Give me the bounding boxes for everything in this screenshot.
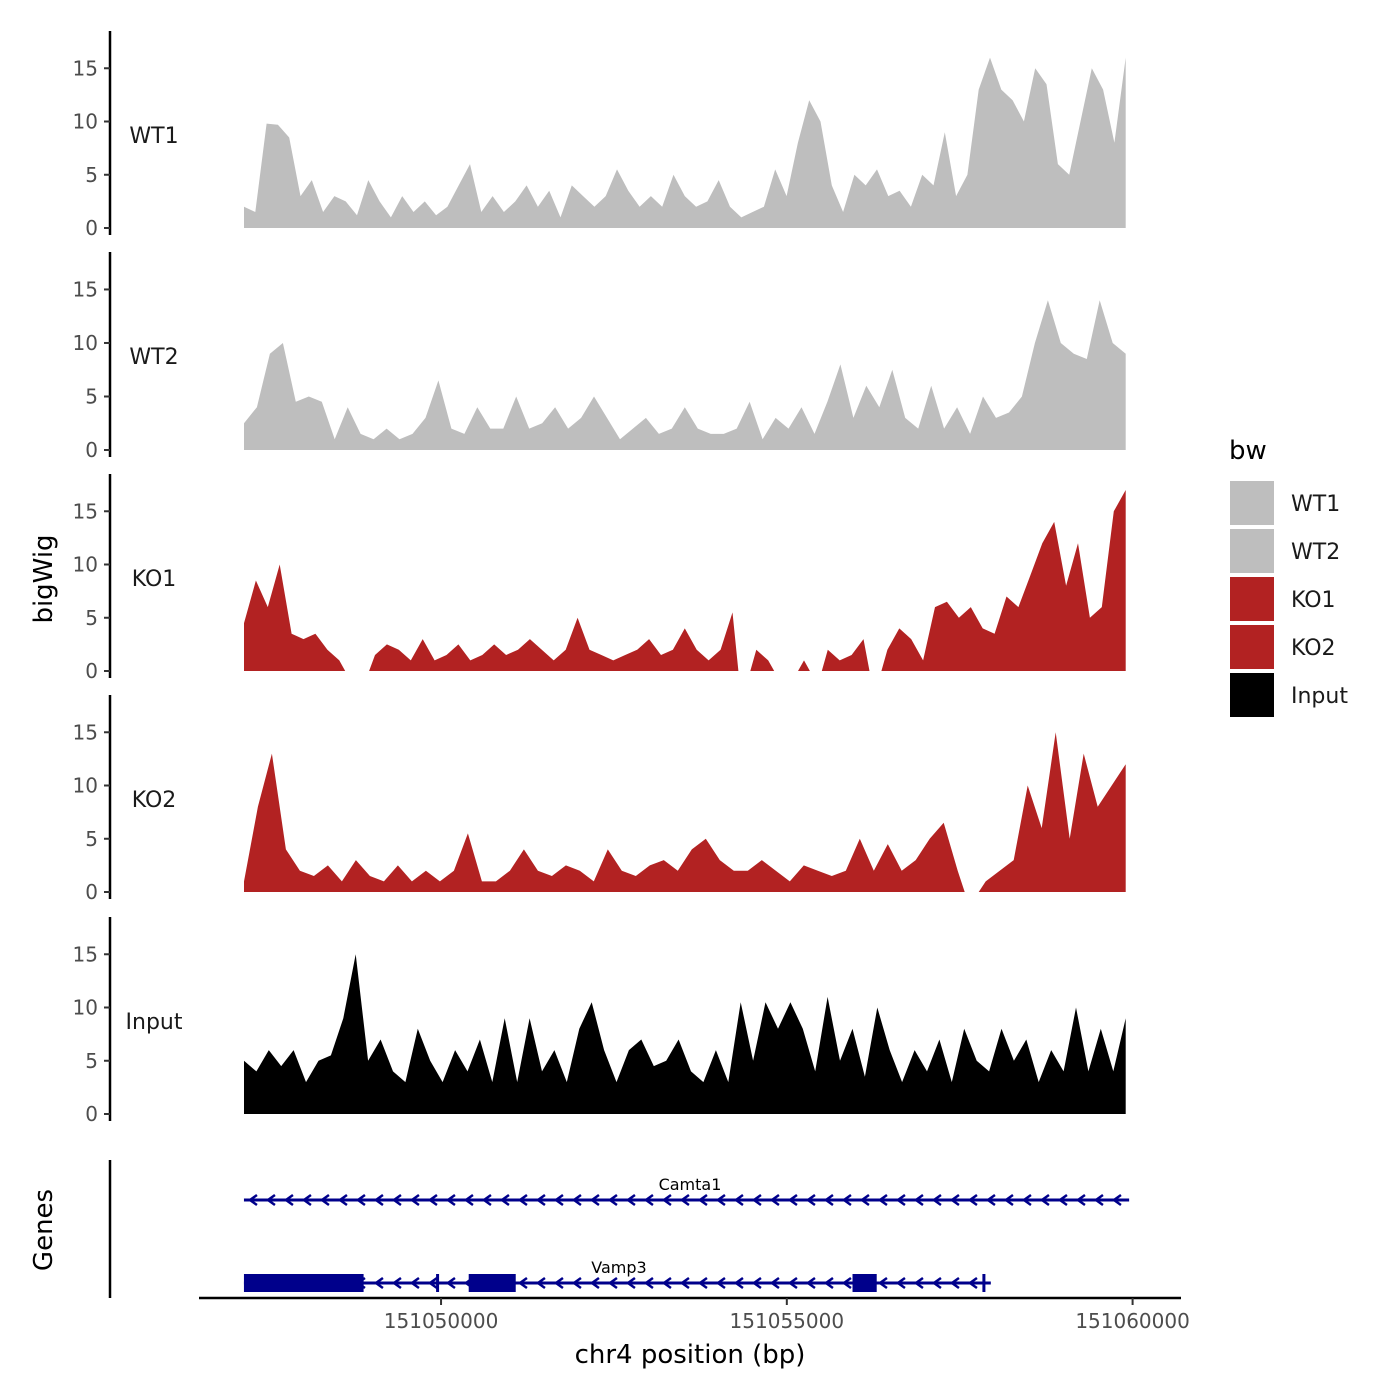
y-tick-label: 0	[85, 880, 98, 904]
track-wt2: 0 5 10 15 WT2	[73, 252, 1126, 462]
track-label: Input	[126, 1010, 183, 1035]
y-tick-label: 10	[73, 774, 98, 798]
x-axis: 151050000 151055000 151060000	[199, 1296, 1190, 1333]
x-tick-label: 151060000	[1075, 1309, 1190, 1333]
legend-label-ko2: KO2	[1291, 636, 1336, 661]
y-tick-label: 0	[85, 659, 98, 683]
track-ko1: 0 5 10 15 KO1	[73, 474, 1126, 683]
y-axis-title: bigWig	[29, 534, 59, 623]
legend-key-input	[1230, 673, 1274, 717]
exon	[852, 1274, 877, 1292]
y-tick-label: 10	[73, 996, 98, 1020]
y-tick-label: 5	[85, 606, 98, 630]
gene-name-label: Vamp3	[591, 1258, 646, 1277]
legend: bw WT1 WT2 KO1 KO2 Input	[1229, 436, 1348, 717]
track-ko2: 0 5 10 15 KO2	[73, 695, 1126, 904]
y-tick-label: 5	[85, 163, 98, 187]
track-input: 0 5 10 15 Input	[73, 917, 1126, 1126]
legend-key-wt2	[1230, 529, 1274, 573]
x-tick-label: 151050000	[384, 1309, 499, 1333]
y-tick-label: 10	[73, 331, 98, 355]
y-tick-label: 0	[85, 438, 98, 462]
track-label: KO1	[132, 567, 177, 592]
area-ko2	[244, 732, 1126, 892]
y-tick-label: 15	[73, 942, 98, 966]
track-label: KO2	[132, 788, 177, 813]
x-tick-label: 151055000	[730, 1309, 845, 1333]
y-tick-label: 5	[85, 1049, 98, 1073]
gene-panel: Camta1 Vamp3	[108, 1160, 1130, 1298]
area-input	[244, 954, 1126, 1114]
legend-key-ko1	[1230, 577, 1274, 621]
x-axis-title: chr4 position (bp)	[575, 1340, 806, 1370]
track-wt1: 0 5 10 15 WT1	[73, 31, 1126, 240]
area-wt2	[244, 300, 1126, 450]
area-ko1	[244, 490, 1126, 671]
y-tick-label: 10	[73, 553, 98, 577]
area-wt1	[244, 57, 1126, 228]
legend-label-input: Input	[1291, 684, 1348, 709]
gene-camta1: Camta1	[243, 1175, 1130, 1207]
strand-arrows	[247, 1193, 1122, 1207]
track-label: WT2	[129, 345, 178, 370]
coverage-tracks: 0 5 10 15 WT1 0 5 10 15 WT2 0 5 10 15 KO1 0 5 10 15 KO2 0 5 10…	[73, 31, 1126, 1126]
gene-name-label: Camta1	[659, 1175, 722, 1194]
gene-vamp3: Vamp3	[243, 1258, 991, 1292]
legend-title: bw	[1229, 436, 1267, 466]
exon	[243, 1274, 364, 1292]
y-tick-label: 0	[85, 1102, 98, 1126]
y-tick-label: 15	[73, 720, 98, 744]
track-label: WT1	[129, 124, 178, 149]
y-tick-label: 15	[73, 277, 98, 301]
y-tick-label: 10	[73, 110, 98, 134]
genes-panel-title: Genes	[29, 1189, 59, 1271]
legend-label-wt2: WT2	[1291, 540, 1340, 565]
exon	[468, 1274, 516, 1292]
y-tick-label: 15	[73, 499, 98, 523]
y-tick-label: 0	[85, 216, 98, 240]
legend-key-wt1	[1230, 481, 1274, 525]
legend-label-ko1: KO1	[1291, 588, 1336, 613]
legend-key-ko2	[1230, 625, 1274, 669]
legend-label-wt1: WT1	[1291, 492, 1340, 517]
y-tick-label: 5	[85, 384, 98, 408]
y-tick-label: 15	[73, 56, 98, 80]
y-tick-label: 5	[85, 827, 98, 851]
